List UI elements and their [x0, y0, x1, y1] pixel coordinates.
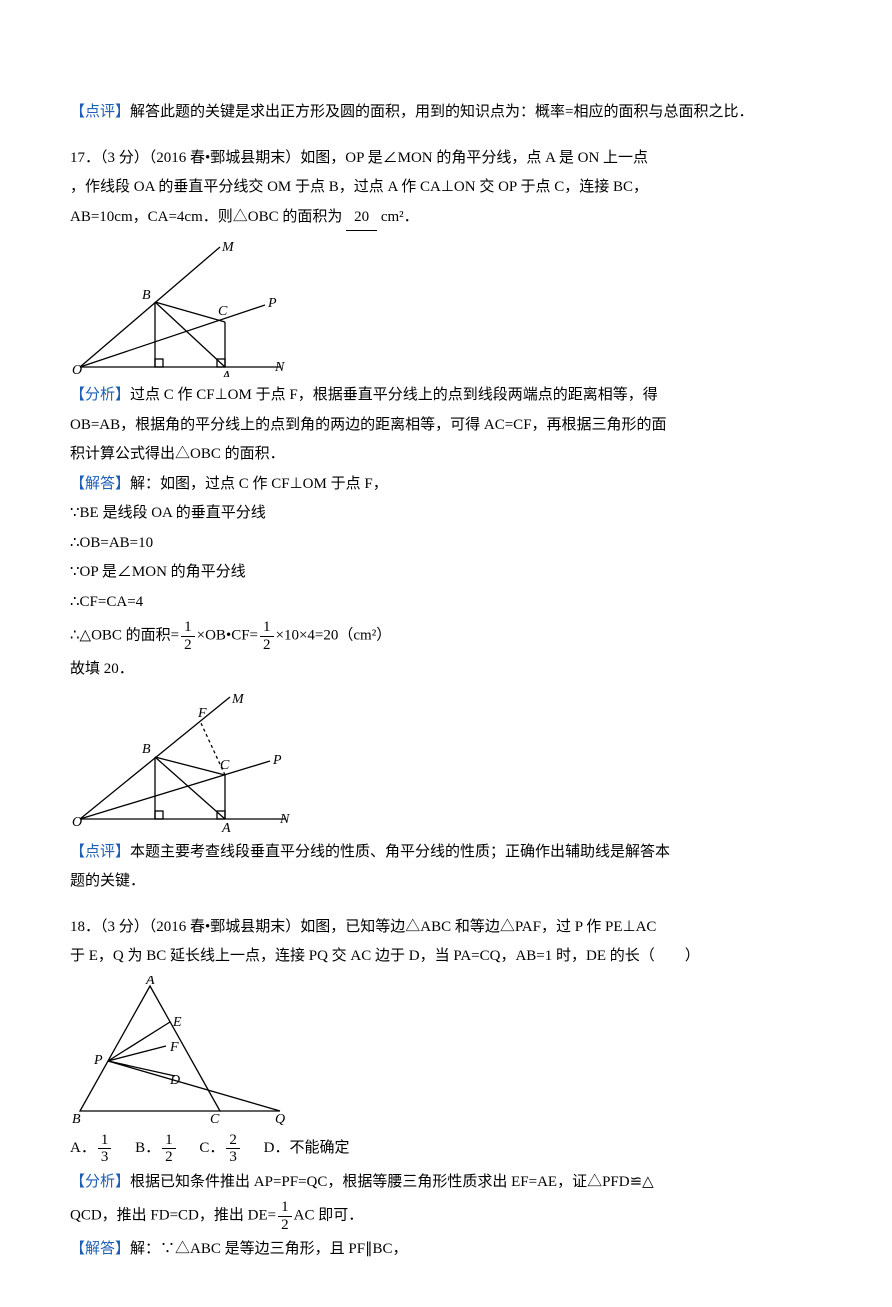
- lbl2-P: P: [272, 753, 282, 768]
- p17-analysis-l1: 【分析】过点 C 作 CF⊥OM 于点 F，根据垂直平分线上的点到线段两端点的距…: [70, 383, 822, 409]
- p17-analysis-l2: OB=AB，根据角的平分线上的点到角的两边的距离相等，可得 AC=CF，再根据三…: [70, 413, 822, 439]
- l18-A: A: [145, 976, 155, 988]
- lbl2-A: A: [221, 821, 231, 834]
- lbl-M: M: [221, 240, 235, 255]
- p18-solve-l1: 【解答】解：∵△ABC 是等边三角形，且 PF∥BC，: [70, 1237, 822, 1263]
- p18-options: A．13 B．12 C．23 D．不能确定: [70, 1132, 822, 1166]
- p17-solve-l5: ∴CF=CA=4: [70, 590, 822, 616]
- opt-D[interactable]: D．不能确定: [264, 1140, 350, 1156]
- review-label-17: 【点评】: [70, 844, 130, 860]
- lbl-P: P: [267, 296, 277, 311]
- p18-analysis-l1: 【分析】根据已知条件推出 AP=PF=QC，根据等腰三角形性质求出 EF=AE，…: [70, 1170, 822, 1196]
- p18-l1: 18．（3 分）（2016 春•鄄城县期末）如图，已知等边△ABC 和等边△PA…: [70, 915, 822, 941]
- l18-E: E: [172, 1015, 182, 1030]
- p17-diagram-2: F M B C P O A N: [70, 689, 822, 834]
- opt-B[interactable]: B．12: [135, 1140, 178, 1156]
- l18-B: B: [72, 1112, 81, 1126]
- analysis-label: 【分析】: [70, 387, 130, 403]
- lbl-O: O: [72, 363, 82, 377]
- lbl2-M: M: [231, 692, 245, 707]
- p17-line1: 17．（3 分）（2016 春•鄄城县期末）如图，OP 是∠MON 的角平分线，…: [70, 146, 822, 172]
- p17-line3a: AB=10cm，CA=4cm．则△OBC 的面积为: [70, 209, 342, 225]
- p17-line3b: cm²．: [381, 209, 419, 225]
- lbl2-B: B: [142, 742, 151, 757]
- frac-1-3: 13: [98, 1132, 112, 1166]
- lbl-A: A: [221, 369, 231, 377]
- frac-1-2: 12: [162, 1132, 176, 1166]
- p17-analysis-l3: 积计算公式得出△OBC 的面积．: [70, 442, 822, 468]
- p17-solve-l4: ∵OP 是∠MON 的角平分线: [70, 560, 822, 586]
- analysis-label-18: 【分析】: [70, 1174, 130, 1190]
- p17-solve-l1: 【解答】解：如图，过点 C 作 CF⊥OM 于点 F，: [70, 472, 822, 498]
- p17-answer: 20: [346, 205, 377, 232]
- lbl2-O: O: [72, 815, 82, 830]
- p17-review-l2: 题的关键．: [70, 869, 822, 895]
- p16-review-text: 解答此题的关键是求出正方形及圆的面积，用到的知识点为：概率=相应的面积与总面积之…: [130, 104, 753, 120]
- p17-solve-l6: ∴△OBC 的面积=12×OB•CF=12×10×4=20（cm²）: [70, 619, 822, 653]
- l18-P: P: [93, 1053, 103, 1068]
- p17-review: 【点评】本题主要考查线段垂直平分线的性质、角平分线的性质；正确作出辅助线是解答本: [70, 840, 822, 866]
- p17-line3: AB=10cm，CA=4cm．则△OBC 的面积为 20 cm²．: [70, 205, 822, 232]
- p18-l2: 于 E，Q 为 BC 延长线上一点，连接 PQ 交 AC 边于 D，当 PA=C…: [70, 944, 822, 970]
- p16-review: 【点评】解答此题的关键是求出正方形及圆的面积，用到的知识点为：概率=相应的面积与…: [70, 100, 822, 126]
- p18-diagram: A E F P D B C Q: [70, 976, 822, 1126]
- solve-label-18: 【解答】: [70, 1241, 130, 1257]
- p17-solve-l7: 故填 20．: [70, 657, 822, 683]
- p17-line2: ，作线段 OA 的垂直平分线交 OM 于点 B，过点 A 作 CA⊥ON 交 O…: [70, 175, 822, 201]
- lbl2-C: C: [220, 758, 230, 773]
- frac-half-2: 12: [260, 619, 274, 653]
- solve-label: 【解答】: [70, 476, 130, 492]
- p17-diagram-1: M B C P O A N: [70, 237, 822, 377]
- p17-solve-l2: ∵BE 是线段 OA 的垂直平分线: [70, 501, 822, 527]
- l18-C: C: [210, 1112, 220, 1126]
- lbl-N: N: [274, 360, 285, 375]
- l18-F: F: [169, 1040, 179, 1055]
- l18-Q: Q: [275, 1112, 285, 1126]
- opt-C[interactable]: C．23: [199, 1140, 242, 1156]
- frac-2-3: 23: [226, 1132, 240, 1166]
- frac-half-3: 12: [278, 1199, 292, 1233]
- p17-solve-l3: ∴OB=AB=10: [70, 531, 822, 557]
- frac-half-1: 12: [181, 619, 195, 653]
- lbl-B: B: [142, 288, 151, 303]
- lbl2-N: N: [279, 812, 290, 827]
- p18-analysis-l2: QCD，推出 FD=CD，推出 DE=12AC 即可．: [70, 1199, 822, 1233]
- opt-A[interactable]: A．13: [70, 1140, 113, 1156]
- lbl-C: C: [218, 304, 228, 319]
- l18-D: D: [169, 1073, 180, 1088]
- review-label: 【点评】: [70, 104, 130, 120]
- lbl2-F: F: [197, 706, 207, 721]
